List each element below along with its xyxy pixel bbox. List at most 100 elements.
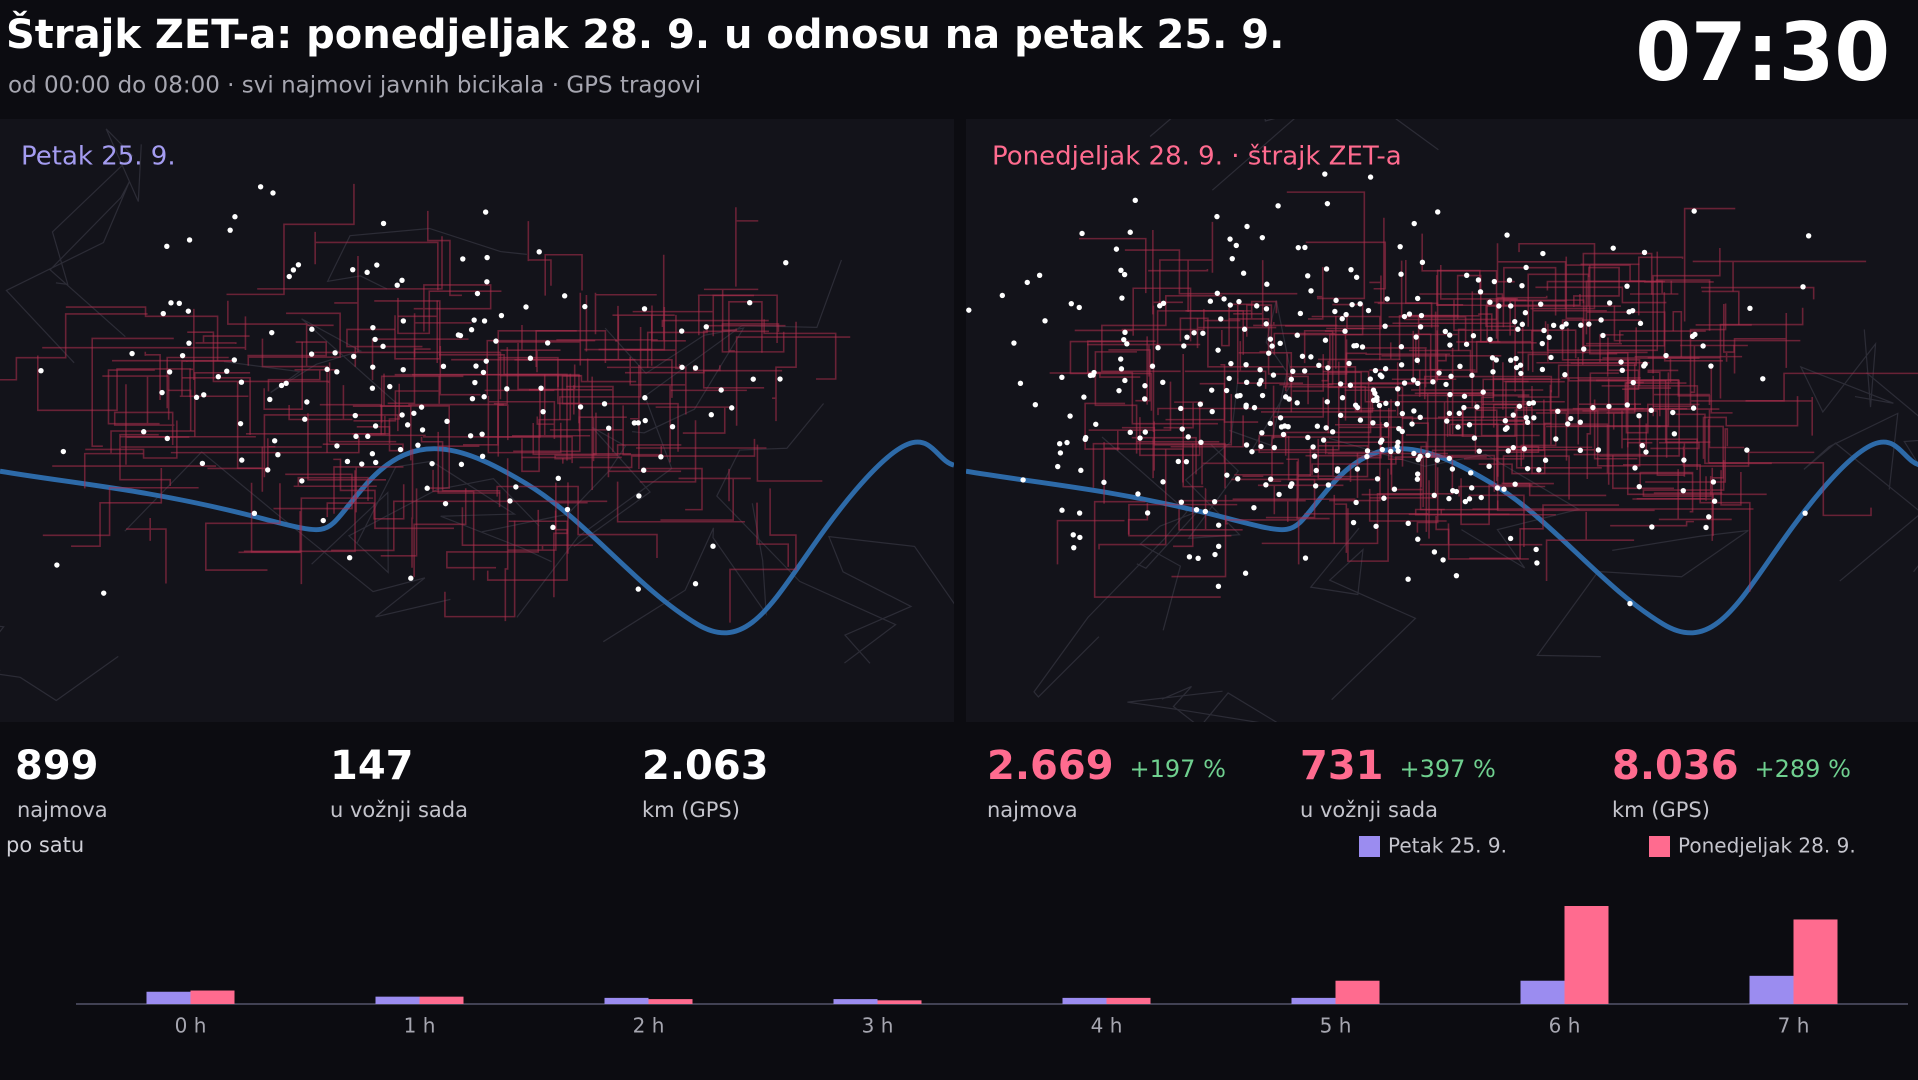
- gps-track: [1613, 305, 1801, 342]
- river: [0, 439, 954, 636]
- bike-dot: [1277, 415, 1284, 421]
- gps-track: [125, 384, 190, 465]
- bike-dot: [1339, 395, 1346, 401]
- bike-dot: [286, 273, 292, 280]
- bike-dot: [1295, 244, 1301, 251]
- bike-dot: [1215, 583, 1222, 589]
- bike-dot: [1249, 448, 1255, 455]
- bike-dot: [237, 420, 244, 427]
- map-road: [1033, 436, 1188, 698]
- bike-dot: [1405, 520, 1411, 527]
- bike-dot: [1443, 381, 1449, 388]
- gps-track: [1231, 478, 1316, 519]
- bike-dot: [481, 394, 487, 400]
- bike-dot: [1526, 400, 1532, 407]
- gps-track: [1347, 468, 1389, 562]
- bike-dot: [1398, 344, 1405, 350]
- bike-dot: [1283, 394, 1289, 400]
- bike-dot: [1394, 401, 1401, 407]
- bike-dot: [1395, 448, 1401, 454]
- gps-track: [1489, 295, 1548, 344]
- bike-dot: [1539, 366, 1546, 373]
- bike-dot: [1524, 419, 1531, 425]
- gps-track: [113, 411, 175, 446]
- gps-track: [697, 294, 778, 344]
- bike-dot: [176, 300, 182, 306]
- bike-dot: [309, 326, 315, 332]
- bike-dot: [374, 262, 380, 268]
- bike-dot: [270, 190, 276, 196]
- bike-dot: [1747, 305, 1753, 312]
- bike-dot: [1346, 360, 1352, 367]
- bike-dot: [1353, 342, 1360, 349]
- bike-dot: [1233, 242, 1239, 249]
- bike-dot: [1121, 271, 1128, 278]
- gps-track: [527, 221, 552, 286]
- bike-dot: [564, 506, 571, 513]
- bike-dot: [1559, 324, 1565, 330]
- bike-dot: [1257, 367, 1263, 373]
- bike-dot: [1236, 298, 1242, 305]
- gps-track: [1092, 442, 1226, 489]
- gps-track: [1436, 269, 1481, 306]
- gps-track: [1305, 241, 1387, 290]
- bike-dot: [1550, 322, 1557, 329]
- x-tick-label: 4 h: [1091, 1014, 1123, 1038]
- bike-dot: [231, 357, 238, 363]
- gps-track: [1294, 303, 1364, 336]
- bike-dot: [60, 448, 67, 455]
- bike-dot: [1370, 420, 1376, 426]
- gps-track: [1436, 330, 1447, 382]
- gps-track: [36, 355, 191, 412]
- bike-dot: [1474, 404, 1480, 410]
- bike-dot: [1215, 347, 1221, 353]
- bike-dot: [1269, 343, 1275, 349]
- x-tick-label: 2 h: [633, 1014, 665, 1038]
- gps-track: [641, 467, 703, 511]
- gps-track: [1653, 492, 1723, 536]
- bike-dot: [1546, 334, 1552, 340]
- bike-dot: [387, 383, 393, 390]
- bike-dot: [1518, 370, 1524, 377]
- bike-dot: [1590, 404, 1596, 411]
- bike-dot: [1320, 437, 1327, 443]
- bike-dot: [224, 368, 230, 374]
- gps-track: [1136, 440, 1284, 485]
- bike-dot: [1447, 342, 1453, 348]
- bike-dot: [710, 543, 716, 549]
- bike-dot: [54, 562, 60, 568]
- gps-track: [1311, 456, 1487, 476]
- gps-track: [1334, 423, 1404, 461]
- bike-dot: [369, 385, 376, 391]
- gps-track: [1098, 449, 1167, 550]
- bike-dot: [1555, 408, 1561, 414]
- gps-track: [194, 371, 251, 437]
- bike-dot: [1508, 303, 1514, 309]
- bike-dot: [372, 423, 379, 429]
- gps-track: [514, 359, 673, 398]
- bike-dot: [1350, 519, 1357, 526]
- bike-dot: [1519, 283, 1525, 289]
- gps-track: [1329, 452, 1448, 502]
- bike-dot: [1534, 560, 1540, 566]
- bike-dot: [1332, 308, 1338, 315]
- bike-dot: [1078, 467, 1084, 474]
- gps-track: [1602, 357, 1700, 383]
- bike-dot: [1417, 453, 1423, 459]
- bike-dot: [1271, 444, 1278, 451]
- bike-dot: [199, 460, 206, 467]
- bike-dot: [1415, 536, 1421, 542]
- bike-dot: [1449, 466, 1456, 472]
- bike-dot: [1805, 233, 1812, 239]
- bike-dot: [1680, 487, 1686, 494]
- bike-dot: [1342, 328, 1348, 334]
- bike-dot: [1414, 476, 1421, 482]
- bike-dot: [397, 446, 404, 453]
- bike-dot: [1381, 495, 1387, 501]
- gps-track: [1691, 396, 1813, 436]
- x-tick-label: 0 h: [175, 1014, 207, 1038]
- gps-track: [1374, 217, 1385, 304]
- bike-dot: [1354, 466, 1361, 472]
- bike-dot: [1636, 413, 1642, 419]
- gps-track: [236, 381, 264, 492]
